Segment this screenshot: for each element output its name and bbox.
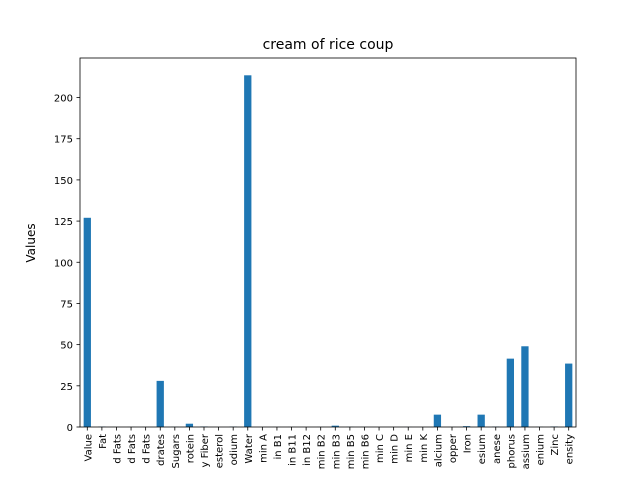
x-tick-label: Water <box>244 433 255 463</box>
x-tick-label: d Fats <box>127 434 138 464</box>
bar <box>185 423 194 427</box>
bar <box>331 425 339 427</box>
x-tick-label: ensity <box>565 434 576 464</box>
bar <box>565 363 573 427</box>
x-tick-label: esterol <box>215 434 226 468</box>
x-tick-label: alcium <box>433 434 444 467</box>
y-tick-label: 200 <box>54 94 73 105</box>
bar <box>462 426 471 427</box>
y-tick-label: 175 <box>54 135 73 146</box>
bar <box>156 380 164 428</box>
bar <box>433 414 442 427</box>
x-tick-label: Zinc <box>550 434 561 455</box>
y-axis-ticks: 0 25 50 75 100 125 150 175 200 <box>54 94 80 434</box>
x-tick-label: anese <box>492 434 503 464</box>
chart-title: cream of rice coup <box>263 37 394 53</box>
x-tick-label: min D <box>390 434 401 464</box>
bar <box>477 414 485 427</box>
x-tick-label: enium <box>536 434 547 465</box>
x-tick-label: min B5 <box>346 434 357 469</box>
bar <box>83 217 91 427</box>
y-tick-label: 0 <box>67 423 73 434</box>
x-tick-label: phorus <box>506 434 517 468</box>
y-tick-label: 100 <box>54 258 73 269</box>
bar <box>506 358 514 427</box>
x-tick-label: Iron <box>463 434 474 453</box>
x-tick-label: Sugars <box>171 434 182 468</box>
x-tick-label: Fat <box>98 434 109 449</box>
x-tick-label: rotein <box>185 434 196 463</box>
x-tick-label: drates <box>156 434 167 466</box>
y-tick-label: 50 <box>60 341 73 352</box>
x-axis-ticks: Value Fat d Fats d Fats d Fats drates Sugars ro… <box>83 427 576 469</box>
x-tick-label: min A <box>258 434 269 463</box>
x-tick-label: d Fats <box>142 434 153 464</box>
x-tick-label: esium <box>477 434 488 464</box>
y-tick-label: 125 <box>54 217 73 228</box>
x-tick-label: min C <box>375 434 386 463</box>
x-tick-label: min B6 <box>360 434 371 469</box>
x-tick-label: in B1 <box>273 434 284 460</box>
bars-group <box>83 75 573 428</box>
y-tick-label: 25 <box>60 382 73 393</box>
y-axis-label: Values <box>24 223 38 262</box>
plot-frame <box>79 57 577 428</box>
x-tick-label: min B2 <box>317 434 328 469</box>
x-tick-label: odium <box>229 434 240 465</box>
x-tick-label: in B11 <box>288 434 299 466</box>
x-tick-label: min E <box>404 434 415 462</box>
y-tick-label: 75 <box>60 299 73 310</box>
y-tick-label: 150 <box>54 176 73 187</box>
x-tick-label: Value <box>83 434 94 461</box>
bar <box>521 346 529 427</box>
x-tick-label: assium <box>521 434 532 469</box>
x-tick-label: opper <box>448 433 459 463</box>
x-tick-label: in B12 <box>302 434 313 466</box>
x-tick-label: min K <box>419 434 430 463</box>
x-tick-label: min B3 <box>331 434 342 469</box>
x-tick-label: d Fats <box>112 434 123 464</box>
bar <box>244 75 252 428</box>
x-tick-label: y Fiber <box>200 433 211 467</box>
